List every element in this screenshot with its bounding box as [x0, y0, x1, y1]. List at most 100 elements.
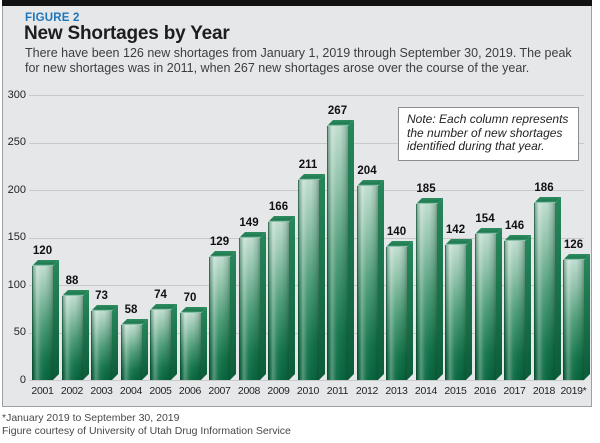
bar-2010 — [297, 174, 325, 380]
bar-value-label: 88 — [65, 275, 79, 287]
x-tick-label: 2017 — [503, 385, 526, 397]
bar-side-face — [525, 235, 531, 380]
x-tick-label: 2018 — [532, 385, 556, 397]
bar-front-face — [297, 180, 319, 380]
x-tick-label: 2012 — [355, 385, 379, 397]
bar-2003 — [91, 305, 118, 380]
bar-front-face — [179, 313, 201, 380]
y-tick-label: 50 — [13, 326, 26, 338]
x-tick-label: 2014 — [414, 385, 438, 397]
y-tick-label: 0 — [19, 373, 26, 386]
gridline-0 — [29, 380, 584, 381]
bar-side-face — [377, 180, 384, 380]
footer-credit: Figure courtesy of University of Utah Dr… — [2, 425, 291, 437]
figure-subtitle: There have been 126 new shortages from J… — [25, 46, 572, 75]
bar-side-face — [407, 241, 413, 380]
bar-front-face — [415, 204, 437, 380]
bar-front-face — [209, 257, 230, 380]
bar-side-face — [495, 228, 502, 380]
bar-2005 — [150, 304, 177, 380]
bar-front-face — [533, 203, 555, 380]
bar-2012 — [356, 180, 384, 380]
bar-side-face — [230, 251, 236, 380]
y-tick-label: 300 — [7, 88, 26, 101]
bar-side-face — [171, 304, 177, 380]
y-tick-label: 150 — [7, 231, 26, 243]
bar-value-label: 154 — [475, 213, 495, 225]
x-tick-label: 2008 — [237, 385, 261, 397]
bar-front-face — [150, 310, 171, 380]
bar-value-label: 186 — [534, 182, 554, 194]
bar-front-face — [356, 186, 378, 380]
bar-2016 — [474, 228, 502, 380]
bar-value-label: 129 — [209, 236, 230, 248]
bar-value-label: 146 — [504, 220, 525, 232]
bar-2017 — [504, 235, 531, 380]
figure-label: FIGURE 2 — [25, 12, 80, 24]
figure-footer: *January 2019 to September 30, 2019 Figu… — [2, 412, 291, 438]
bar-value-label: 70 — [183, 292, 197, 304]
top-rule — [2, 0, 592, 6]
x-tick-label: 2004 — [119, 385, 143, 397]
bar-2009 — [268, 216, 295, 380]
x-tick-label: 2005 — [149, 385, 172, 397]
x-tick-label: 2010 — [296, 385, 320, 397]
note-box: Note: Each column represents the number … — [398, 107, 579, 161]
bar-front-face — [91, 311, 112, 380]
bar-side-face — [259, 232, 266, 380]
bar-value-label: 267 — [327, 105, 348, 117]
bar-side-face — [348, 120, 354, 380]
bar-side-face — [466, 239, 472, 380]
bar-value-label: 149 — [239, 217, 259, 229]
bar-side-face — [200, 307, 207, 380]
bar-side-face — [584, 254, 590, 380]
bar-side-face — [289, 216, 295, 380]
bar-2018 — [533, 197, 561, 380]
bar-chart: 0 50 100 150 200 250 300 120 2001 88 2002 73 2003 58 2… — [8, 89, 590, 397]
x-tick-label: 2009 — [267, 385, 290, 397]
bar-2006 — [179, 307, 207, 380]
bar-2014 — [415, 198, 443, 380]
bar-value-label: 142 — [445, 224, 466, 236]
bar-value-label: 166 — [268, 201, 289, 213]
bar-side-face — [318, 174, 325, 380]
x-tick-label: 2011 — [326, 385, 349, 397]
gridline-300 — [29, 95, 584, 96]
page-title: New Shortages by Year — [24, 23, 230, 44]
bar-value-label: 204 — [357, 165, 377, 177]
x-tick-label: 2019* — [560, 385, 587, 397]
x-tick-label: 2006 — [178, 385, 202, 397]
x-tick-label: 2001 — [31, 385, 54, 397]
x-tick-label: 2003 — [90, 385, 113, 397]
bar-2015 — [445, 239, 472, 380]
bar-side-face — [554, 197, 561, 380]
bar-front-face — [120, 325, 142, 380]
y-tick-label: 250 — [7, 136, 26, 148]
bar-value-label: 58 — [124, 304, 138, 316]
bar-2013 — [386, 241, 413, 380]
x-tick-label: 2015 — [444, 385, 467, 397]
bar-2011 — [327, 120, 354, 380]
x-tick-label: 2013 — [385, 385, 408, 397]
bar-value-label: 185 — [416, 183, 436, 195]
bar-front-face — [445, 245, 466, 380]
bar-2008 — [238, 232, 266, 380]
x-tick-label: 2007 — [208, 385, 231, 397]
bar-value-label: 140 — [386, 226, 407, 238]
bar-value-label: 120 — [32, 245, 53, 257]
bar-front-face — [386, 247, 407, 380]
bar-2019* — [563, 254, 590, 380]
bar-front-face — [504, 241, 525, 380]
bar-front-face — [238, 238, 260, 380]
bar-value-label: 73 — [95, 290, 108, 302]
bar-side-face — [141, 319, 148, 380]
y-tick-label: 100 — [7, 278, 26, 291]
bar-front-face — [563, 260, 584, 380]
bar-2002 — [61, 290, 89, 380]
bar-side-face — [82, 290, 89, 380]
bar-value-label: 211 — [298, 159, 318, 171]
footer-footnote: *January 2019 to September 30, 2019 — [2, 412, 180, 424]
bar-2001 — [32, 260, 59, 380]
bar-front-face — [327, 126, 348, 380]
